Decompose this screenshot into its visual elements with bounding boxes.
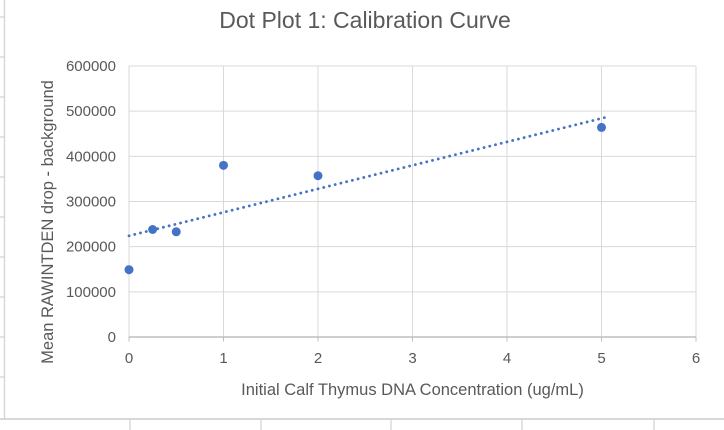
y-tick-label: 100000 [66, 284, 116, 301]
x-tick-label: 6 [692, 350, 700, 367]
x-axis-title: Initial Calf Thymus DNA Concentration (u… [241, 381, 584, 399]
x-tick-label: 1 [219, 350, 227, 367]
y-tick-label: 200000 [66, 239, 116, 256]
x-tick-label: 3 [408, 350, 416, 367]
y-tick-label: 600000 [66, 58, 116, 75]
y-tick-label: 300000 [66, 194, 116, 211]
data-point [148, 225, 158, 235]
y-tick-label: 400000 [66, 148, 116, 165]
data-point [597, 122, 606, 132]
data-point [171, 227, 181, 237]
x-tick-label: 5 [597, 350, 605, 367]
y-tick-label: 500000 [66, 103, 116, 120]
chart-title: Dot Plot 1: Calibration Curve [219, 7, 511, 33]
x-tick-label: 0 [125, 350, 133, 367]
y-tick-label: 0 [108, 329, 116, 346]
data-point [219, 160, 228, 170]
x-tick-label: 2 [314, 350, 322, 367]
x-tick-label: 4 [503, 350, 511, 367]
trendline [127, 115, 608, 238]
data-point [124, 265, 134, 275]
data-point [313, 171, 323, 181]
y-axis-title: Mean RAWINTDEN drop - background [39, 80, 57, 364]
